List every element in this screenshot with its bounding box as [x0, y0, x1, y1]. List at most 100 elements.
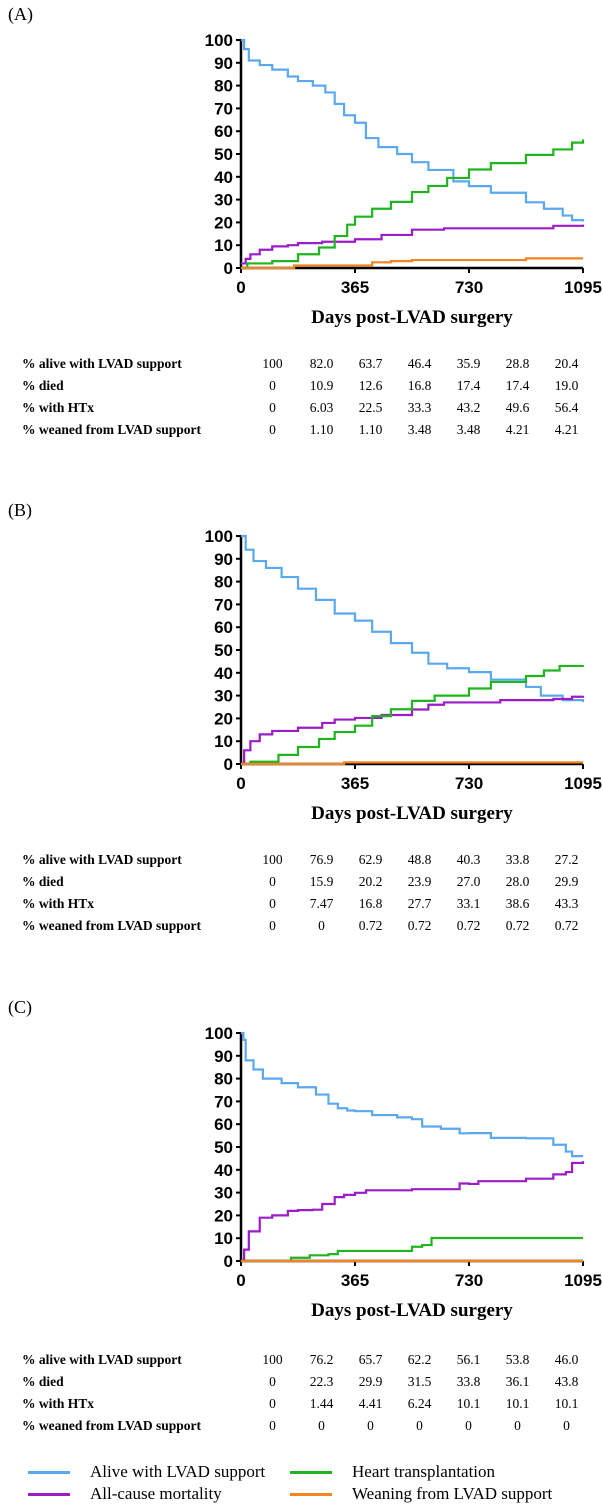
- table-cell: 20.4: [554, 356, 579, 371]
- table-cell: 10.1: [456, 1396, 481, 1411]
- table-cell: 48.8: [407, 852, 432, 867]
- legend-label: All-cause mortality: [90, 1484, 222, 1503]
- table-cell: 0: [269, 918, 276, 933]
- table-cell: 0: [465, 1418, 472, 1433]
- table-cell: 4.21: [554, 422, 579, 437]
- table-cell: 0: [269, 378, 276, 393]
- y-tick-label: 60: [214, 1115, 233, 1134]
- chart-c: 0 10 20 30 40 50 60 70 80 90 100 0 365 730 1095 Days po…: [205, 1024, 602, 1321]
- table-row: % weaned from LVAD support 0 0 0 0 0 0 0: [22, 1415, 591, 1437]
- table-cell: 0.72: [505, 918, 530, 933]
- series-line-alive: [241, 1031, 583, 1158]
- table-cell: 65.7: [358, 1352, 383, 1367]
- series-line-died: [241, 695, 585, 766]
- table-cell: 10.1: [505, 1396, 530, 1411]
- risk-table-c: % alive with LVAD support 100 76.2 65.7 62.2…: [22, 1349, 591, 1437]
- row-label: % weaned from LVAD support: [22, 422, 202, 437]
- panel-label: (C): [8, 997, 32, 1017]
- table-cell: 76.9: [309, 852, 334, 867]
- table-cell: 33.1: [456, 896, 481, 911]
- table-cell: 0: [269, 400, 276, 415]
- table-cell: 10.1: [554, 1396, 579, 1411]
- panel-label: (B): [8, 500, 32, 520]
- x-tick-label: 730: [455, 278, 483, 297]
- x-axis-label: Days post-LVAD surgery: [311, 1300, 513, 1321]
- table-cell: 56.1: [456, 1352, 481, 1367]
- y-tick-label: 10: [214, 236, 233, 255]
- table-cell: 53.8: [505, 1352, 530, 1367]
- legend-swatch: [290, 1471, 332, 1474]
- table-cell: 4.41: [358, 1396, 383, 1411]
- table-cell: 38.6: [505, 896, 530, 911]
- table-cell: 23.9: [407, 874, 432, 889]
- table-cell: 16.8: [407, 378, 432, 393]
- y-tick-label: 10: [214, 732, 233, 751]
- table-cell: 6.24: [407, 1396, 432, 1411]
- y-tick-label: 50: [214, 145, 233, 164]
- table-cell: 0: [269, 874, 276, 889]
- table-cell: 63.7: [358, 356, 383, 371]
- risk-table-a: % alive with LVAD support 100 82.0 63.7 46.4…: [22, 353, 591, 441]
- table-cell: 0: [269, 422, 276, 437]
- table-row: % alive with LVAD support 100 76.9 62.9 48.8…: [22, 849, 591, 871]
- x-tick-label: 365: [341, 1271, 369, 1290]
- table-row: % with HTx 0 6.03 22.5 33.3 43.2 49.6 56.4: [22, 397, 591, 419]
- table-cell: 0: [269, 1396, 276, 1411]
- legend-label: Heart transplantation: [352, 1462, 496, 1481]
- y-tick-label: 40: [214, 168, 233, 187]
- table-cell: 49.6: [505, 400, 530, 415]
- table-cell: 43.3: [554, 896, 579, 911]
- y-tick-label: 100: [205, 527, 233, 546]
- table-cell: 0.72: [456, 918, 481, 933]
- row-label: % died: [22, 378, 64, 393]
- table-cell: 0: [318, 918, 325, 933]
- table-cell: 28.0: [505, 874, 530, 889]
- table-cell: 29.9: [358, 1374, 383, 1389]
- table-cell: 29.9: [554, 874, 579, 889]
- table-cell: 15.9: [309, 874, 334, 889]
- table-cell: 7.47: [309, 896, 334, 911]
- table-cell: 36.1: [505, 1374, 530, 1389]
- x-tick-label: 1095: [564, 1271, 602, 1290]
- y-tick-label: 90: [214, 54, 233, 73]
- legend-swatch: [28, 1471, 70, 1474]
- x-axis-label: Days post-LVAD surgery: [311, 307, 513, 328]
- x-tick-label: 0: [236, 278, 245, 297]
- table-cell: 62.9: [358, 852, 383, 867]
- series-line-weaned: [241, 257, 583, 270]
- table-row: % alive with LVAD support 100 82.0 63.7 46.4…: [22, 353, 591, 375]
- table-cell: 17.4: [456, 378, 481, 393]
- row-label: % with HTx: [22, 400, 95, 415]
- series-line-died: [241, 1161, 585, 1263]
- table-cell: 22.3: [309, 1374, 334, 1389]
- row-label: % weaned from LVAD support: [22, 918, 202, 933]
- table-cell: 20.2: [358, 874, 383, 889]
- table-row: % died 0 15.9 20.2 23.9 27.0 28.0 29.9: [22, 871, 591, 893]
- table-cell: 27.2: [554, 852, 579, 867]
- table-cell: 76.2: [309, 1352, 334, 1367]
- x-tick-label: 1095: [564, 278, 602, 297]
- panel-a: (A) 0 10 20 30 40 50 60 70 80 90 100 0 365 730 1095 Day…: [0, 0, 602, 480]
- table-cell: 16.8: [358, 896, 383, 911]
- y-tick-label: 30: [214, 1184, 233, 1203]
- row-label: % died: [22, 874, 64, 889]
- table-row: % with HTx 0 1.44 4.41 6.24 10.1 10.1 10.1: [22, 1393, 591, 1415]
- legend-swatch: [290, 1493, 332, 1496]
- table-cell: 10.9: [309, 378, 334, 393]
- y-tick-label: 100: [205, 1024, 233, 1043]
- table-cell: 46.4: [407, 356, 432, 371]
- table-cell: 0: [269, 896, 276, 911]
- table-cell: 22.5: [358, 400, 383, 415]
- table-cell: 43.2: [456, 400, 481, 415]
- table-cell: 31.5: [407, 1374, 432, 1389]
- table-cell: 12.6: [358, 378, 383, 393]
- y-tick-label: 10: [214, 1229, 233, 1248]
- y-tick-label: 40: [214, 1161, 233, 1180]
- y-tick-label: 100: [205, 31, 233, 50]
- x-tick-label: 730: [455, 774, 483, 793]
- y-tick-label: 80: [214, 1070, 233, 1089]
- x-axis-label: Days post-LVAD surgery: [311, 803, 513, 824]
- table-cell: 100: [262, 1352, 283, 1367]
- table-cell: 0: [563, 1418, 570, 1433]
- table-row: % with HTx 0 7.47 16.8 27.7 33.1 38.6 43.3: [22, 893, 591, 915]
